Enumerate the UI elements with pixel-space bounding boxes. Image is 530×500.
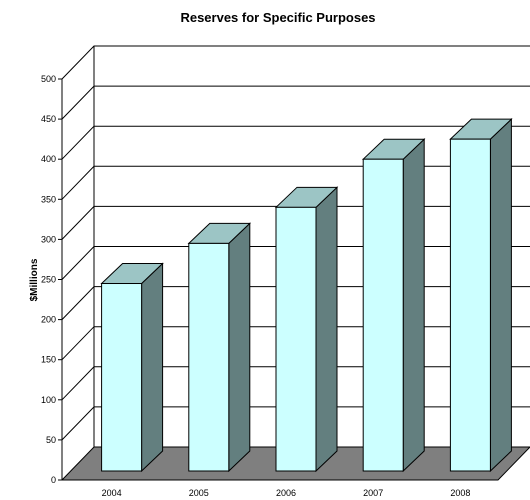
bar [100,262,164,473]
bars [100,117,513,473]
gridline [61,45,530,80]
x-tick-label: 2005 [189,488,209,498]
y-tick-label: 150 [41,355,56,365]
y-tick-labels: 0 50 100 150 200 250 300 350 400 450 500 [41,74,56,485]
bar-side [402,138,425,473]
bar [274,186,339,473]
y-tick-label: 100 [41,395,56,405]
y-tick-label: 400 [41,154,56,164]
axes [58,46,95,481]
bar-front [188,242,230,472]
bar-front [449,138,491,472]
bar [187,222,252,473]
x-tick-label: 2004 [102,488,122,498]
y-tick-label: 250 [41,275,56,285]
y-tick-label: 450 [41,114,56,124]
chart-title: Reserves for Specific Purposes [180,10,375,25]
y-tick-label: 50 [46,435,56,445]
x-tick-label: 2008 [450,488,470,498]
bar [361,138,426,473]
bar-side [141,262,164,473]
y-tick-label: 300 [41,234,56,244]
bar [449,117,513,473]
bar-side [489,117,512,473]
bar-front [362,158,404,472]
bar-side [228,222,251,473]
y-tick-label: 500 [41,74,56,84]
y-tick-label: 0 [51,475,56,485]
x-tick-label: 2006 [276,488,296,498]
x-tick-labels: 2004 2005 2006 2007 2008 [102,488,471,498]
bar-front [101,283,143,472]
x-tick-label: 2007 [363,488,383,498]
y-tick-label: 200 [41,315,56,325]
y-tick-label: 350 [41,194,56,204]
bar-front [275,206,317,472]
y-axis-label: $Millions [29,258,40,301]
bar-side [315,186,338,473]
gridline [61,85,530,120]
